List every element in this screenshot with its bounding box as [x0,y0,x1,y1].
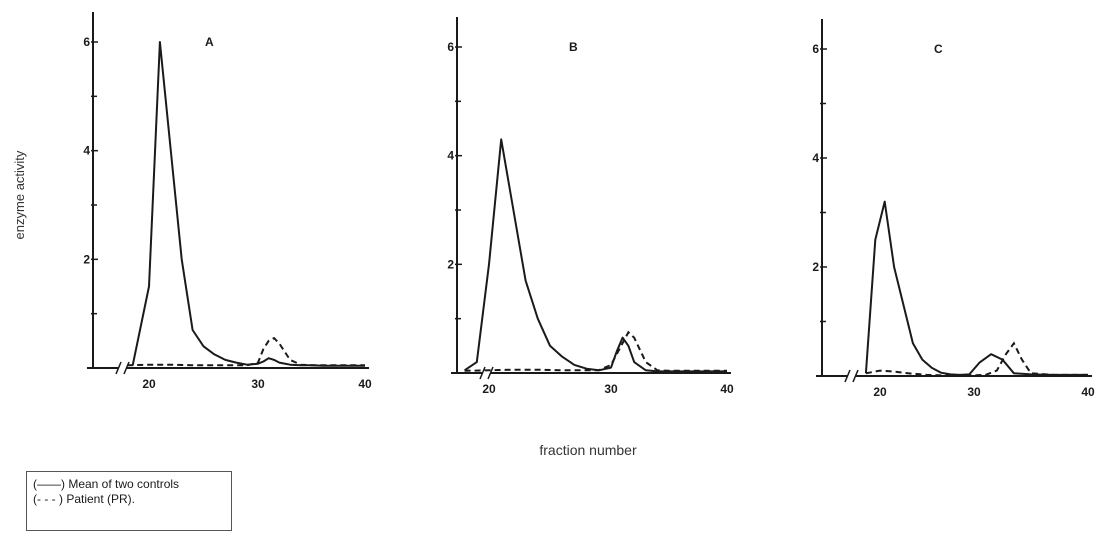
panel-label: C [934,42,943,56]
panel-label: A [205,35,214,49]
series-line-patient [127,336,365,367]
x-tick-label: 40 [1081,385,1095,399]
chart-panel-b: 2 4 6 20 30 40 B [447,17,734,396]
x-tick-label: 30 [604,382,618,396]
x-tick-label: 20 [142,377,156,391]
legend: (——) Mean of two controls (- - - ) Patie… [26,471,232,531]
x-tick-label: 30 [251,377,265,391]
y-tick-label: 2 [812,260,819,274]
series-line-patient [865,341,1088,377]
axis-break-mark [115,361,122,375]
y-tick-label: 6 [83,35,90,49]
axis-break-mark [479,366,486,380]
y-axis-label: enzyme activity [12,150,27,239]
chart-panel-c: 2 4 6 20 30 40 C [812,19,1095,399]
x-tick-label: 40 [358,377,372,391]
x-tick-label: 20 [873,385,887,399]
legend-entry-patient: (- - - ) Patient (PR). [33,492,136,506]
y-tick-label: 4 [812,151,819,165]
panel-label: B [569,40,578,54]
x-tick-label: 30 [967,385,981,399]
y-tick-label: 4 [447,149,454,163]
x-tick-label: 40 [720,382,734,396]
x-tick-label: 20 [482,382,496,396]
chart-panels: 2 4 6 20 30 40 A 2 4 6 20 30 40 B 2 4 6 20 30 40 C [83,12,1095,399]
y-tick-label: 2 [83,252,90,266]
series-line-controls [464,138,727,373]
y-tick-label: 6 [447,40,454,54]
y-tick-label: 2 [447,257,454,271]
chart-panel-a: 2 4 6 20 30 40 A [83,12,372,391]
axis-break-mark [844,369,851,383]
legend-entry-controls: (——) Mean of two controls [33,477,180,491]
series-line-controls [864,200,1088,376]
y-tick-label: 4 [83,144,90,158]
series-line-patient [464,330,727,372]
y-tick-label: 6 [812,42,819,56]
x-axis-label: fraction number [539,442,637,458]
series-line-controls [131,41,365,367]
